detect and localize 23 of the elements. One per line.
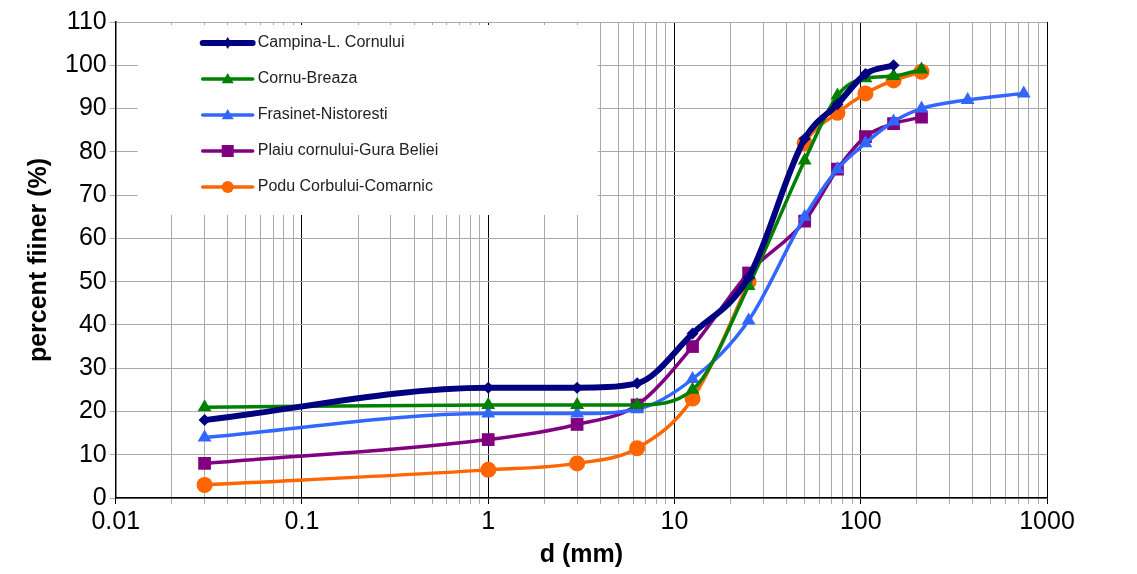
y-tick-label: 10 — [78, 438, 107, 467]
legend-label: Frasinet-Nistoresti — [257, 105, 388, 123]
x-axis-title: d (mm) — [539, 538, 624, 567]
y-axis-title: percent fiiner (%) — [22, 157, 51, 363]
y-tick-label: 80 — [78, 135, 107, 164]
y-tick-label: 50 — [78, 265, 107, 294]
y-tick-label: 60 — [78, 222, 107, 251]
legend-label: Plaiu cornului-Gura Beliei — [257, 141, 439, 159]
x-tick-label: 10 — [660, 505, 689, 534]
legend-label: Cornu-Breaza — [257, 69, 358, 87]
legend-label: Campina-L. Cornului — [257, 33, 405, 51]
y-tick-label: 70 — [78, 178, 107, 207]
y-tick-label: 40 — [78, 308, 107, 337]
y-tick-label: 20 — [78, 395, 107, 424]
x-tick-label: 100 — [839, 505, 882, 534]
y-tick-label: 100 — [64, 49, 107, 78]
y-tick-label: 30 — [78, 352, 107, 381]
x-tick-label: 1 — [481, 505, 496, 534]
x-tick-label: 0.1 — [284, 505, 320, 534]
y-tick-label: 90 — [78, 92, 107, 121]
y-tick-label: 110 — [66, 5, 107, 34]
legend-label: Podu Corbului-Comarnic — [257, 177, 433, 195]
x-tick-label: 1000 — [1019, 505, 1075, 534]
